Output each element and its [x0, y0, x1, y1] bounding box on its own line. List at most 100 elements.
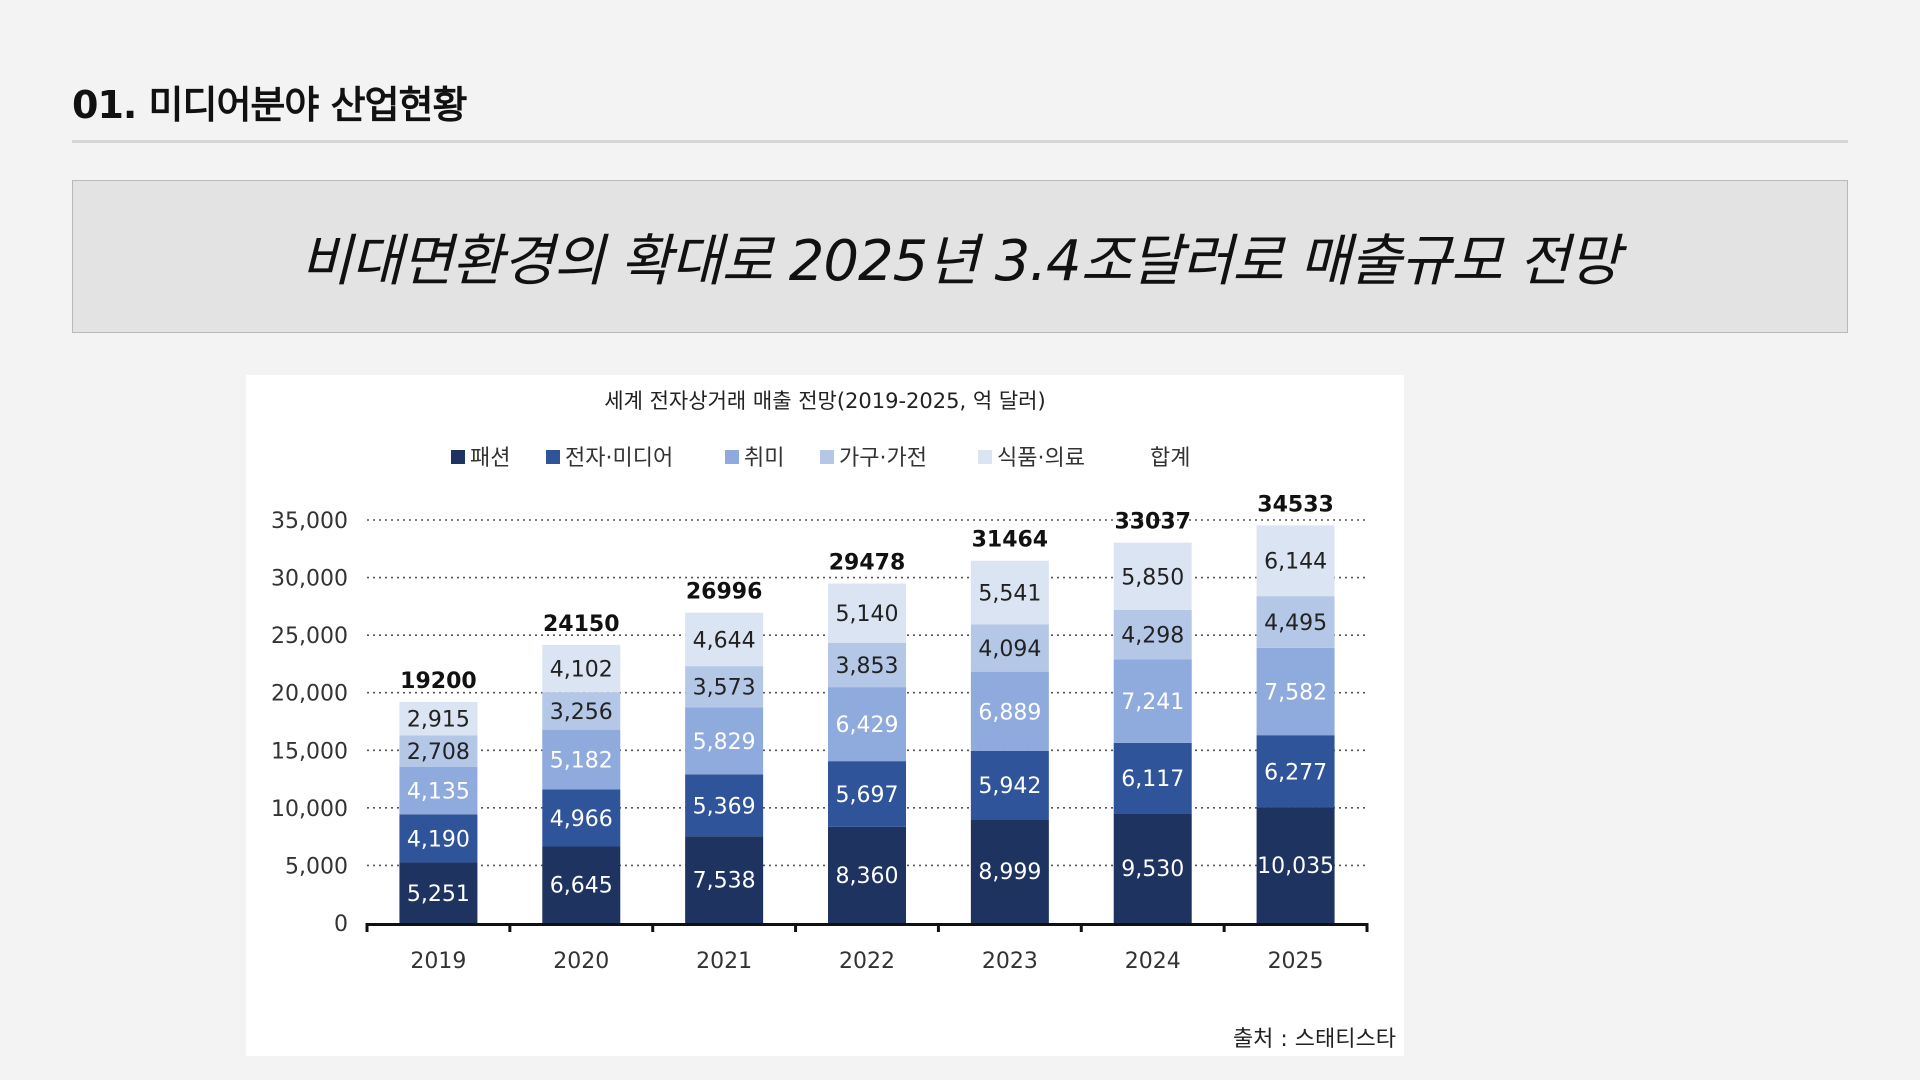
legend-label: 취미 — [744, 446, 784, 471]
bar-value-label: 6,645 — [550, 874, 613, 899]
bar-value-label: 4,190 — [407, 827, 470, 852]
y-tick-label: 20,000 — [271, 682, 348, 707]
title-divider — [72, 140, 1848, 143]
headline-box: 비대면환경의 확대로 2025년 3.4조달러로 매출규모 전망 — [72, 180, 1848, 333]
bar-value-label: 5,850 — [1121, 565, 1184, 590]
legend-swatch — [451, 450, 465, 464]
bar-value-label: 7,241 — [1121, 690, 1184, 715]
bar-segment — [685, 836, 764, 923]
bar-segment — [970, 560, 1049, 625]
bar-value-label: 4,966 — [550, 807, 613, 832]
bar-total-label: 29478 — [829, 551, 906, 576]
bar-value-label: 5,182 — [550, 748, 613, 773]
bar-segment — [970, 819, 1049, 923]
bar-value-label: 10,035 — [1257, 854, 1334, 879]
bar-segment — [1256, 735, 1335, 808]
bar-segment — [542, 692, 621, 730]
x-tick-label: 2023 — [982, 949, 1038, 974]
bar-segment — [1256, 647, 1335, 736]
legend-label: 가구·가전 — [839, 446, 927, 471]
bar-segment — [542, 644, 621, 693]
bar-value-label: 8,360 — [836, 864, 899, 889]
legend-swatch — [725, 450, 739, 464]
y-tick-label: 15,000 — [271, 739, 348, 764]
x-tick-label: 2020 — [553, 949, 609, 974]
bar-segment — [399, 735, 478, 767]
bar-segment — [1256, 807, 1335, 923]
bar-segment — [970, 624, 1049, 672]
bar-segment — [685, 707, 764, 775]
bar-value-label: 7,582 — [1264, 681, 1327, 706]
bar-total-label: 24150 — [543, 612, 620, 637]
x-tick-label: 2025 — [1268, 949, 1324, 974]
legend-swatch — [820, 450, 834, 464]
bar-value-label: 5,541 — [978, 582, 1041, 607]
legend-label: 식품·의료 — [997, 446, 1085, 471]
bar-segment — [828, 826, 906, 923]
chart-title: 세계 전자상거래 매출 전망(2019-2025, 억 달러) — [604, 389, 1045, 413]
bar-value-label: 6,277 — [1264, 760, 1327, 785]
stacked-bar-chart: 세계 전자상거래 매출 전망(2019-2025, 억 달러) 패션 전자·미디어… — [271, 389, 1396, 1052]
bar-total-label: 26996 — [686, 580, 763, 605]
bar-value-label: 6,889 — [978, 700, 1041, 725]
bar-value-label: 5,140 — [836, 602, 899, 627]
bar-value-label: 9,530 — [1121, 857, 1184, 882]
bar-total-label: 31464 — [972, 528, 1049, 553]
x-axis-ticks: 2019 2020 2021 2022 2023 2024 2025 — [410, 949, 1323, 974]
bar-segment — [1256, 596, 1335, 648]
bar-segment — [1113, 659, 1192, 743]
bar-value-label: 2,915 — [407, 708, 470, 733]
bar-value-label: 7,538 — [693, 869, 756, 894]
bar-segment — [970, 671, 1049, 751]
bar-total-label: 19200 — [400, 669, 477, 694]
bar-value-label: 5,251 — [407, 882, 470, 907]
bar-segment — [685, 666, 764, 708]
chart-bars: 5,251 4,190 4,135 2,708 2,915 19200 6,645 4,966… — [399, 492, 1335, 923]
y-axis-ticks: 0 5,000 10,000 15,000 20,000 25,000 30,000 35,0… — [271, 509, 348, 937]
bar-value-label: 5,829 — [693, 730, 756, 755]
bar-value-label: 4,094 — [978, 637, 1041, 662]
bar-segment — [685, 612, 764, 667]
bar-segment — [828, 583, 906, 643]
bar-value-label: 4,495 — [1264, 611, 1327, 636]
x-axis — [365, 923, 1369, 932]
bar-value-label: 3,573 — [693, 676, 756, 701]
chart-legend: 패션 전자·미디어 취미 가구·가전 식품·의료 합계 — [451, 446, 1190, 471]
legend-swatch — [546, 450, 560, 464]
bar-segment — [828, 687, 906, 762]
bar-segment — [1113, 609, 1192, 660]
bar-segment — [399, 862, 478, 923]
bar-segment — [1113, 742, 1192, 814]
y-tick-label: 25,000 — [271, 624, 348, 649]
bar-segment — [1256, 525, 1335, 597]
legend-swatch — [978, 450, 992, 464]
bar-total-label: 33037 — [1114, 510, 1191, 535]
bar-value-label: 6,429 — [836, 713, 899, 738]
bar-segment — [542, 729, 621, 790]
bar-segment — [399, 814, 478, 863]
bar-value-label: 4,644 — [693, 628, 756, 653]
bar-segment — [1113, 542, 1192, 610]
y-tick-label: 10,000 — [271, 797, 348, 822]
y-tick-label: 30,000 — [271, 567, 348, 592]
legend-label: 패션 — [470, 446, 510, 471]
bar-value-label: 4,102 — [550, 658, 613, 683]
x-tick-label: 2024 — [1125, 949, 1181, 974]
x-tick-label: 2019 — [410, 949, 466, 974]
bar-value-label: 4,135 — [407, 779, 470, 804]
bar-segment — [399, 701, 478, 736]
bar-value-label: 8,999 — [978, 860, 1041, 885]
bar-value-label: 5,697 — [836, 783, 899, 808]
bar-value-label: 6,117 — [1121, 767, 1184, 792]
section-title: 01. 미디어분야 산업현황 — [72, 83, 467, 127]
bar-segment — [542, 846, 621, 923]
bar-total-label: 34533 — [1257, 492, 1334, 517]
bar-segment — [685, 774, 764, 837]
y-tick-label: 5,000 — [285, 854, 348, 879]
bar-value-label: 2,708 — [407, 740, 470, 765]
legend-label: 합계 — [1150, 446, 1190, 471]
bar-segment — [399, 766, 478, 815]
chart-card: 세계 전자상거래 매출 전망(2019-2025, 억 달러) 패션 전자·미디어… — [246, 375, 1404, 1056]
bar-value-label: 5,942 — [978, 774, 1041, 799]
x-tick-label: 2022 — [839, 949, 895, 974]
